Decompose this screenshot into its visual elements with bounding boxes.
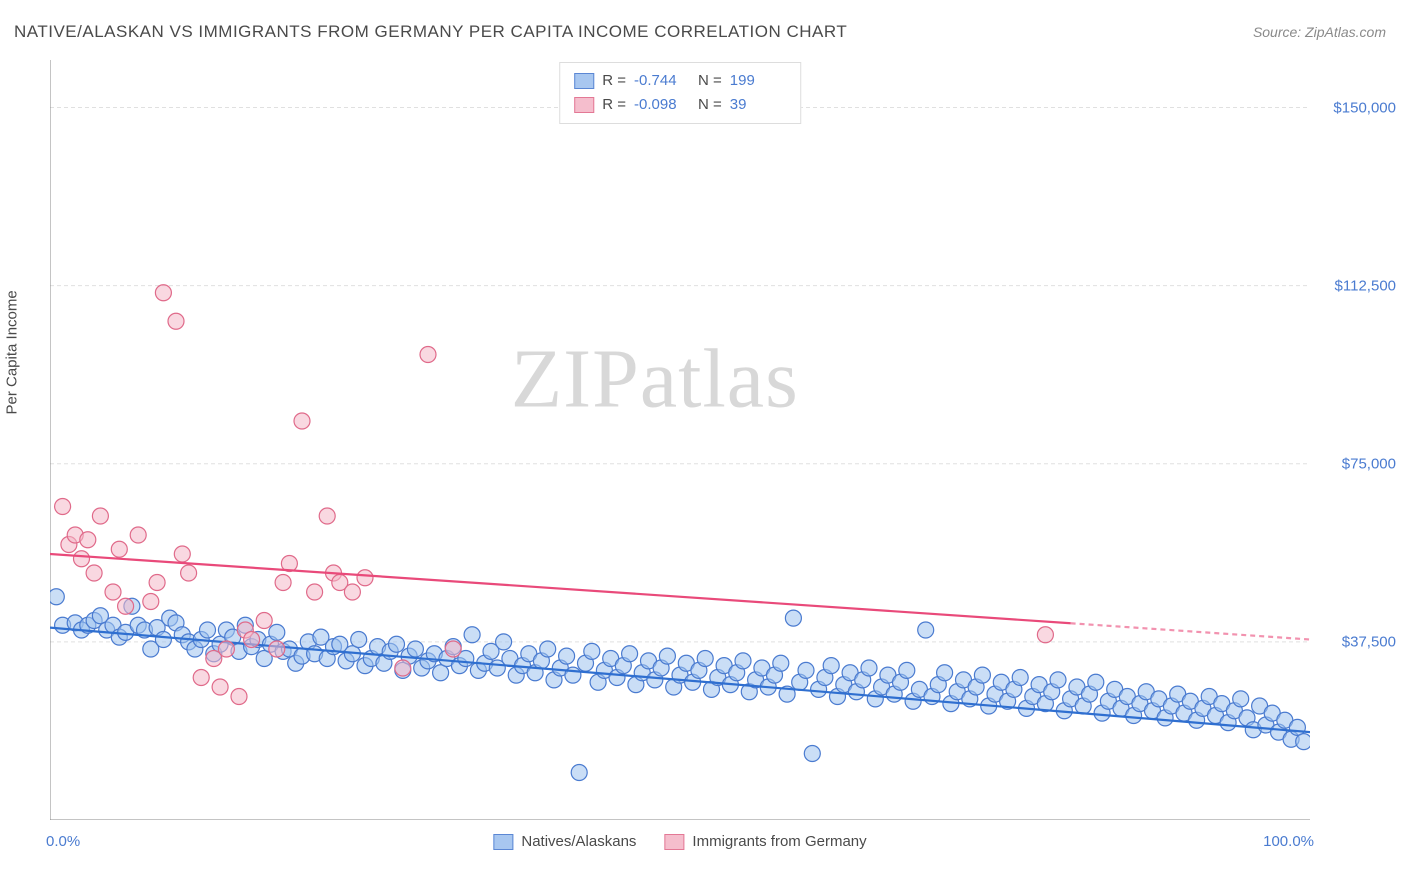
legend-item-immigrants: Immigrants from Germany (664, 833, 866, 850)
legend-n-label: N = (698, 69, 722, 93)
legend-r-label: R = (602, 69, 626, 93)
legend-r-label: R = (602, 93, 626, 117)
legend-item-natives: Natives/Alaskans (493, 833, 636, 850)
source-value: ZipAtlas.com (1305, 24, 1386, 40)
legend-swatch-pink (574, 97, 594, 113)
source-label: Source: (1253, 24, 1301, 40)
legend-swatch-blue (493, 834, 513, 850)
chart-svg (50, 60, 1310, 820)
plot-area: ZIPatlas R = -0.744 N = 199 R = -0.098 N… (50, 60, 1310, 820)
legend-label-natives: Natives/Alaskans (521, 833, 636, 850)
source-attribution: Source: ZipAtlas.com (1253, 24, 1386, 40)
legend-swatch-blue (574, 73, 594, 89)
x-tick-max: 100.0% (1263, 833, 1314, 850)
legend-r-value-1: -0.744 (634, 69, 690, 93)
y-tick-label: $112,500 (1316, 277, 1396, 294)
legend-row-1: R = -0.744 N = 199 (574, 69, 786, 93)
chart-title: NATIVE/ALASKAN VS IMMIGRANTS FROM GERMAN… (14, 22, 847, 42)
legend-row-2: R = -0.098 N = 39 (574, 93, 786, 117)
legend-label-immigrants: Immigrants from Germany (692, 833, 866, 850)
legend-r-value-2: -0.098 (634, 93, 690, 117)
y-tick-label: $75,000 (1316, 455, 1396, 472)
x-tick-min: 0.0% (46, 833, 80, 850)
legend-swatch-pink (664, 834, 684, 850)
legend-correlation-box: R = -0.744 N = 199 R = -0.098 N = 39 (559, 62, 801, 124)
legend-n-value-1: 199 (730, 69, 786, 93)
legend-n-label: N = (698, 93, 722, 117)
legend-n-value-2: 39 (730, 93, 786, 117)
y-tick-label: $150,000 (1316, 99, 1396, 116)
y-axis-label: Per Capita Income (4, 290, 21, 414)
legend-series: Natives/Alaskans Immigrants from Germany (493, 833, 866, 850)
y-tick-label: $37,500 (1316, 633, 1396, 650)
